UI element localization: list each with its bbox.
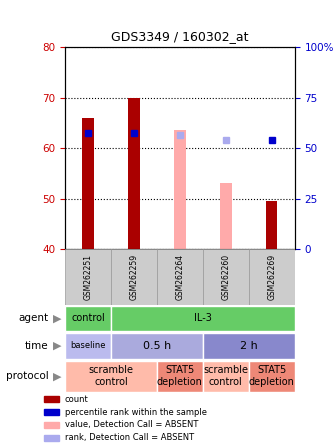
Text: GSM262269: GSM262269	[267, 254, 276, 300]
Bar	[174, 131, 185, 249]
Text: 2 h: 2 h	[240, 341, 258, 351]
Bar	[44, 435, 59, 441]
Bar	[157, 361, 203, 392]
Bar	[249, 249, 295, 305]
Text: control: control	[71, 313, 105, 323]
Bar	[111, 249, 157, 305]
Bar	[65, 333, 111, 359]
Text: value, Detection Call = ABSENT: value, Detection Call = ABSENT	[65, 420, 198, 429]
Text: STAT5
depletion: STAT5 depletion	[249, 365, 295, 387]
Text: GSM262251: GSM262251	[83, 254, 93, 300]
Bar	[157, 249, 203, 305]
Bar	[111, 333, 203, 359]
Bar	[128, 98, 140, 249]
Text: rank, Detection Call = ABSENT: rank, Detection Call = ABSENT	[65, 433, 194, 442]
Bar	[266, 201, 277, 249]
Bar	[65, 305, 111, 331]
Text: count: count	[65, 395, 89, 404]
Bar	[220, 183, 231, 249]
Text: baseline: baseline	[70, 341, 106, 350]
Bar	[249, 361, 295, 392]
Bar	[44, 396, 59, 402]
Text: ▶: ▶	[53, 313, 62, 323]
Bar	[44, 422, 59, 428]
Bar	[44, 409, 59, 415]
Bar	[65, 249, 111, 305]
Text: scramble
control: scramble control	[88, 365, 134, 387]
Text: protocol: protocol	[6, 371, 48, 381]
Text: GSM262264: GSM262264	[175, 254, 184, 300]
Text: ▶: ▶	[53, 341, 62, 351]
Bar	[111, 305, 295, 331]
Text: scramble
control: scramble control	[203, 365, 248, 387]
Bar	[203, 333, 295, 359]
Text: percentile rank within the sample: percentile rank within the sample	[65, 408, 207, 416]
Text: ▶: ▶	[53, 371, 62, 381]
Title: GDS3349 / 160302_at: GDS3349 / 160302_at	[111, 30, 248, 43]
Text: agent: agent	[18, 313, 48, 323]
Text: 0.5 h: 0.5 h	[143, 341, 171, 351]
Text: GSM262260: GSM262260	[221, 254, 230, 300]
Text: STAT5
depletion: STAT5 depletion	[157, 365, 203, 387]
Bar	[82, 118, 94, 249]
Text: IL-3: IL-3	[194, 313, 212, 323]
Text: GSM262259: GSM262259	[129, 254, 139, 300]
Bar	[203, 361, 249, 392]
Text: time: time	[25, 341, 48, 351]
Bar	[203, 249, 249, 305]
Bar	[65, 361, 157, 392]
